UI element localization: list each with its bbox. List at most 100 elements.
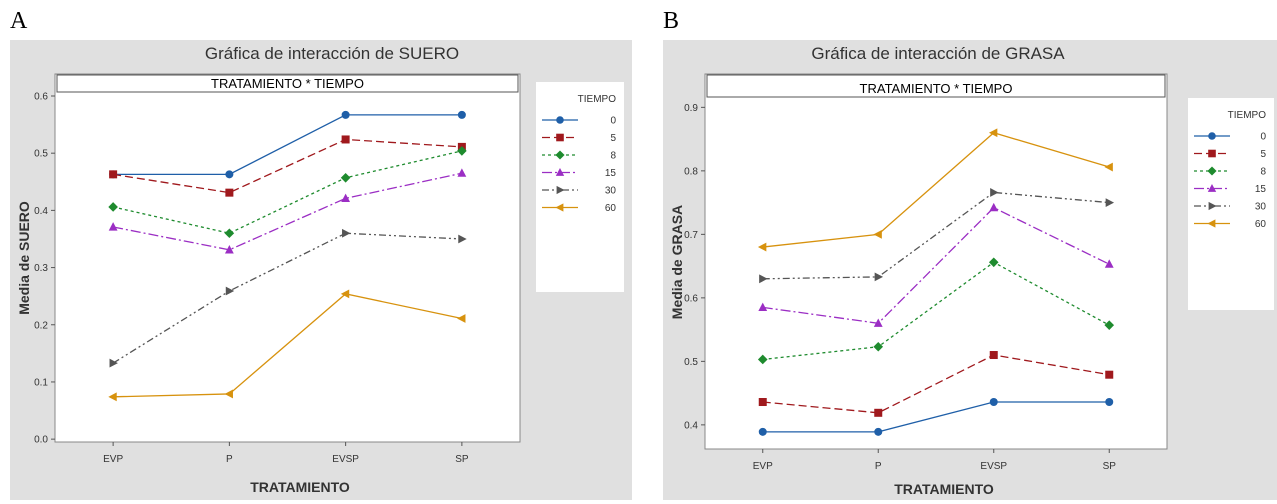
grasa-x-tick-label-sp: SP xyxy=(1103,461,1117,472)
grasa-strip-box xyxy=(706,74,1166,98)
suero-point-8-p xyxy=(224,228,235,239)
grasa-legend-marker-15 xyxy=(1207,183,1217,192)
suero-strip-box xyxy=(56,74,519,93)
suero-series-line-0 xyxy=(113,114,462,176)
suero-y-tick-label: 0.5 xyxy=(34,149,48,160)
suero-y-tick-label: 0.3 xyxy=(34,263,48,274)
grasa-point-60-sp xyxy=(1104,162,1113,172)
grasa-point-30-p xyxy=(874,272,884,282)
suero-legend-marker-0 xyxy=(556,116,564,124)
suero-legend-label-60: 60 xyxy=(605,203,617,214)
suero-point-0-sp xyxy=(457,110,466,119)
suero-legend-label-30: 30 xyxy=(605,186,617,197)
grasa-legend-label-0: 0 xyxy=(1260,132,1266,143)
grasa-y-tick-label: 0.6 xyxy=(684,293,698,304)
suero-point-60-sp xyxy=(457,314,466,323)
grasa-x-tick-label-evp: EVP xyxy=(753,461,773,472)
panel-letter-a: A xyxy=(10,8,28,34)
grasa-point-5-evsp xyxy=(989,351,998,360)
suero-series-line-30 xyxy=(112,232,462,364)
suero-legend-label-0: 0 xyxy=(610,116,616,127)
grasa-y-tick-label: 0.9 xyxy=(684,103,698,114)
grasa-chart-group: TRATAMIENTO * TIEMPO Gráfica de interacci… xyxy=(663,40,1277,500)
grasa-legend-label-5: 5 xyxy=(1260,149,1266,160)
suero-legend-marker-30 xyxy=(556,185,565,195)
grasa-x-axis-label: TRATAMIENTO xyxy=(894,481,994,497)
suero-point-15-p xyxy=(224,245,234,254)
suero-series-line-15 xyxy=(112,172,463,251)
suero-point-30-evp xyxy=(109,358,118,368)
suero-point-8-evsp xyxy=(340,172,351,183)
suero-point-60-evp xyxy=(108,392,117,402)
suero-point-0-evsp xyxy=(341,110,350,119)
grasa-point-30-evsp xyxy=(990,188,999,197)
grasa-point-0-p xyxy=(874,427,883,436)
panel-letter-b: B xyxy=(663,8,680,34)
suero-point-30-evsp xyxy=(342,228,351,238)
suero-chart-group: TRATAMIENTO * TIEMPO Gráfica de interacci… xyxy=(10,40,632,500)
suero-y-axis-label: Media de SUERO xyxy=(16,201,32,315)
grasa-legend-marker-5 xyxy=(1208,149,1216,158)
grasa-legend-label-60: 60 xyxy=(1255,219,1267,230)
grasa-point-15-p xyxy=(873,318,883,327)
suero-x-axis-label: TRATAMIENTO xyxy=(250,479,350,495)
suero-chart-title: Gráfica de interacción de SUERO xyxy=(205,44,459,63)
suero-legend-title: TIEMPO xyxy=(578,94,617,105)
grasa-point-5-sp xyxy=(1105,370,1114,379)
grasa-y-tick-label: 0.5 xyxy=(684,357,698,368)
suero-strip-label: TRATAMIENTO * TIEMPO xyxy=(211,76,364,91)
suero-series-line-60 xyxy=(113,293,463,398)
grasa-series-line-8 xyxy=(762,261,1110,361)
grasa-point-8-sp xyxy=(1104,320,1115,330)
grasa-legend-label-30: 30 xyxy=(1255,202,1267,213)
suero-x-tick-label-p: P xyxy=(226,454,233,465)
grasa-point-5-p xyxy=(874,408,883,417)
suero-point-30-p xyxy=(225,286,235,296)
grasa-point-30-evp xyxy=(759,274,768,284)
grasa-point-0-evsp xyxy=(989,398,998,407)
grasa-legend-box xyxy=(1188,98,1274,310)
suero-y-tick-label: 0.2 xyxy=(34,320,48,331)
grasa-point-60-p xyxy=(873,229,882,239)
suero-series-line-8 xyxy=(112,150,463,234)
suero-point-15-sp xyxy=(457,168,467,177)
grasa-point-8-evp xyxy=(757,354,768,365)
grasa-point-5-evp xyxy=(758,398,767,407)
suero-y-tick-label: 0.0 xyxy=(34,435,48,446)
suero-x-tick-label-evsp: EVSP xyxy=(332,454,359,465)
grasa-point-8-p xyxy=(873,341,884,352)
suero-point-15-evp xyxy=(108,222,118,231)
suero-point-5-evsp xyxy=(341,135,350,144)
grasa-x-tick-label-evsp: EVSP xyxy=(980,461,1007,472)
grasa-legend-label-8: 8 xyxy=(1260,167,1266,178)
grasa-point-0-evp xyxy=(758,427,767,436)
grasa-legend-marker-0 xyxy=(1208,132,1216,140)
grasa-series-line-30 xyxy=(762,191,1110,280)
grasa-point-60-evp xyxy=(757,242,767,252)
suero-legend-marker-5 xyxy=(556,133,564,142)
grasa-legend-title: TIEMPO xyxy=(1228,110,1267,121)
grasa-y-axis-label: Media de GRASA xyxy=(669,205,685,319)
grasa-point-15-sp xyxy=(1104,259,1114,268)
suero-legend-marker-8 xyxy=(555,150,565,160)
grasa-x-tick-label-p: P xyxy=(875,461,882,472)
grasa-strip-label: TRATAMIENTO * TIEMPO xyxy=(860,81,1013,96)
suero-series-line-5 xyxy=(113,138,462,194)
grasa-point-8-evsp xyxy=(988,257,999,268)
suero-point-60-p xyxy=(224,389,233,399)
grasa-series-line-15 xyxy=(762,206,1110,324)
suero-legend-label-15: 15 xyxy=(605,168,617,179)
suero-legend-marker-60 xyxy=(555,203,564,212)
grasa-legend-marker-60 xyxy=(1207,219,1216,228)
suero-x-tick-label-evp: EVP xyxy=(103,454,123,465)
grasa-series-line-60 xyxy=(762,132,1110,248)
grasa-series-line-5 xyxy=(762,354,1110,414)
grasa-legend-marker-30 xyxy=(1208,201,1217,211)
suero-point-60-evsp xyxy=(340,289,350,299)
suero-point-8-sp xyxy=(457,146,467,156)
grasa-y-tick-label: 0.4 xyxy=(684,420,698,431)
suero-point-30-sp xyxy=(458,234,467,244)
grasa-chart-title: Gráfica de interacción de GRASA xyxy=(811,44,1065,63)
grasa-point-15-evp xyxy=(758,302,768,311)
